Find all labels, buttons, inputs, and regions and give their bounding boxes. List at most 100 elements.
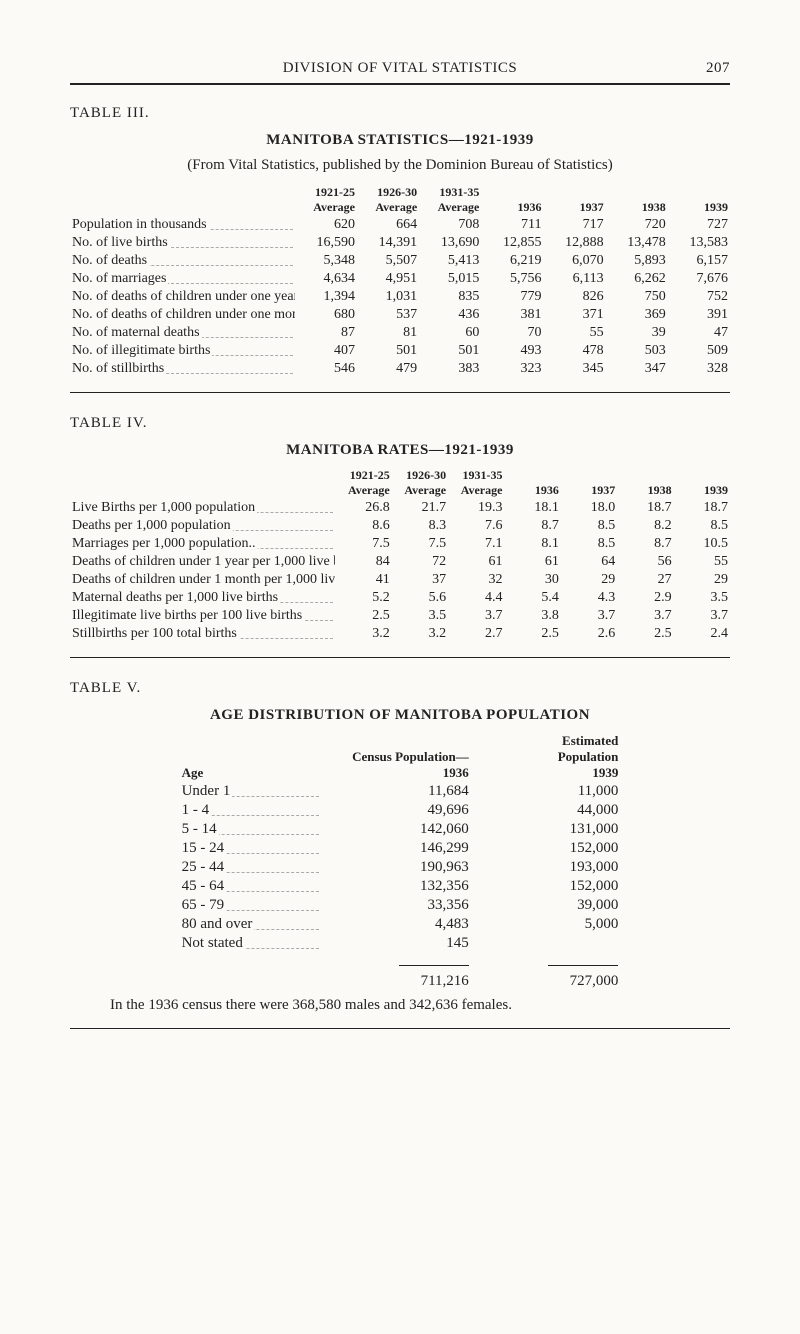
data-cell: 8.2 bbox=[617, 517, 673, 535]
data-cell bbox=[475, 934, 625, 953]
data-cell: 12,855 bbox=[481, 234, 543, 252]
data-cell: 478 bbox=[543, 342, 605, 360]
table-row: 15 - 24146,299152,000 bbox=[176, 839, 625, 858]
data-cell: 8.7 bbox=[617, 535, 673, 553]
row-label: Live Births per 1,000 population bbox=[70, 499, 335, 517]
data-cell: 33,356 bbox=[325, 896, 475, 915]
data-cell: 18.7 bbox=[617, 499, 673, 517]
data-cell: 6,157 bbox=[668, 252, 730, 270]
column-header: EstimatedPopulation1939 bbox=[475, 732, 625, 782]
column-header: 1939 bbox=[674, 467, 730, 499]
data-cell: 18.0 bbox=[561, 499, 617, 517]
data-cell: 779 bbox=[481, 288, 543, 306]
table-row: No. of maternal deaths87816070553947 bbox=[70, 324, 730, 342]
table-row: 5 - 14142,060131,000 bbox=[176, 820, 625, 839]
data-cell: 29 bbox=[674, 571, 730, 589]
data-cell: 5.4 bbox=[504, 589, 560, 607]
data-cell: 436 bbox=[419, 306, 481, 324]
row-label: No. of marriages bbox=[70, 270, 295, 288]
table5-label: TABLE V. bbox=[70, 680, 730, 697]
row-label: Illegitimate live births per 100 live bi… bbox=[70, 607, 335, 625]
row-label bbox=[176, 972, 326, 991]
data-cell: 3.2 bbox=[392, 625, 448, 643]
column-header: 1936 bbox=[504, 467, 560, 499]
data-cell: 479 bbox=[357, 360, 419, 378]
header-title: DIVISION OF VITAL STATISTICS bbox=[283, 60, 518, 77]
data-cell: 620 bbox=[295, 216, 357, 234]
data-cell: 8.3 bbox=[392, 517, 448, 535]
table-row: Deaths of children under 1 month per 1,0… bbox=[70, 571, 730, 589]
data-cell: 2.7 bbox=[448, 625, 504, 643]
row-label: No. of illegitimate births bbox=[70, 342, 295, 360]
table-row: Stillbirths per 100 total births3.23.22.… bbox=[70, 625, 730, 643]
table4-label: TABLE IV. bbox=[70, 415, 730, 432]
column-header: Age bbox=[176, 732, 326, 782]
column-header: 1926-30Average bbox=[357, 184, 419, 216]
header-rule bbox=[70, 83, 730, 85]
data-cell: 10.5 bbox=[674, 535, 730, 553]
data-cell: 19.3 bbox=[448, 499, 504, 517]
data-cell: 152,000 bbox=[475, 877, 625, 896]
data-cell: 391 bbox=[668, 306, 730, 324]
data-cell: 18.1 bbox=[504, 499, 560, 517]
data-cell: 47 bbox=[668, 324, 730, 342]
data-cell: 29 bbox=[561, 571, 617, 589]
data-cell: 55 bbox=[674, 553, 730, 571]
data-cell: 328 bbox=[668, 360, 730, 378]
row-label: Population in thousands bbox=[70, 216, 295, 234]
column-header: 1921-25Average bbox=[335, 467, 391, 499]
data-cell: 4,951 bbox=[357, 270, 419, 288]
data-cell: 87 bbox=[295, 324, 357, 342]
table3-subtitle: (From Vital Statistics, published by the… bbox=[70, 157, 730, 174]
data-cell: 7.1 bbox=[448, 535, 504, 553]
data-cell: 835 bbox=[419, 288, 481, 306]
column-header bbox=[70, 467, 335, 499]
data-cell: 81 bbox=[357, 324, 419, 342]
data-cell: 3.2 bbox=[335, 625, 391, 643]
data-cell: 61 bbox=[448, 553, 504, 571]
data-cell: 5,000 bbox=[475, 915, 625, 934]
data-cell: 509 bbox=[668, 342, 730, 360]
row-label: Under 1 bbox=[176, 782, 326, 801]
table3-title: MANITOBA STATISTICS—1921-1939 bbox=[70, 132, 730, 149]
data-cell: 503 bbox=[606, 342, 668, 360]
page-number: 207 bbox=[706, 60, 730, 77]
total-cell: 727,000 bbox=[475, 972, 625, 991]
data-cell: 30 bbox=[504, 571, 560, 589]
table-row: Population in thousands62066470871171772… bbox=[70, 216, 730, 234]
data-cell: 2.6 bbox=[561, 625, 617, 643]
column-header: 1936 bbox=[481, 184, 543, 216]
data-cell: 407 bbox=[295, 342, 357, 360]
data-cell: 72 bbox=[392, 553, 448, 571]
data-cell: 7.5 bbox=[392, 535, 448, 553]
data-cell: 39 bbox=[606, 324, 668, 342]
data-cell: 347 bbox=[606, 360, 668, 378]
column-header: 1926-30Average bbox=[392, 467, 448, 499]
row-label: Not stated bbox=[176, 934, 326, 953]
data-cell: 70 bbox=[481, 324, 543, 342]
data-cell: 5,015 bbox=[419, 270, 481, 288]
data-cell: 752 bbox=[668, 288, 730, 306]
row-label: Maternal deaths per 1,000 live births bbox=[70, 589, 335, 607]
table-row: Live Births per 1,000 population26.821.7… bbox=[70, 499, 730, 517]
column-header: 1937 bbox=[561, 467, 617, 499]
table-3-block: TABLE III. MANITOBA STATISTICS—1921-1939… bbox=[70, 105, 730, 378]
row-label: Deaths of children under 1 year per 1,00… bbox=[70, 553, 335, 571]
data-cell: 13,690 bbox=[419, 234, 481, 252]
data-cell: 381 bbox=[481, 306, 543, 324]
data-cell: 5.6 bbox=[392, 589, 448, 607]
table-row: No. of illegitimate births40750150149347… bbox=[70, 342, 730, 360]
data-cell: 826 bbox=[543, 288, 605, 306]
table3-label: TABLE III. bbox=[70, 105, 730, 122]
data-cell: 369 bbox=[606, 306, 668, 324]
data-cell: 60 bbox=[419, 324, 481, 342]
data-cell: 145 bbox=[325, 934, 475, 953]
row-label: 65 - 79 bbox=[176, 896, 326, 915]
data-cell: 56 bbox=[617, 553, 673, 571]
data-cell: 27 bbox=[617, 571, 673, 589]
data-cell: 14,391 bbox=[357, 234, 419, 252]
data-cell: 717 bbox=[543, 216, 605, 234]
data-cell: 142,060 bbox=[325, 820, 475, 839]
table-row: Maternal deaths per 1,000 live births5.2… bbox=[70, 589, 730, 607]
data-cell: 18.7 bbox=[674, 499, 730, 517]
